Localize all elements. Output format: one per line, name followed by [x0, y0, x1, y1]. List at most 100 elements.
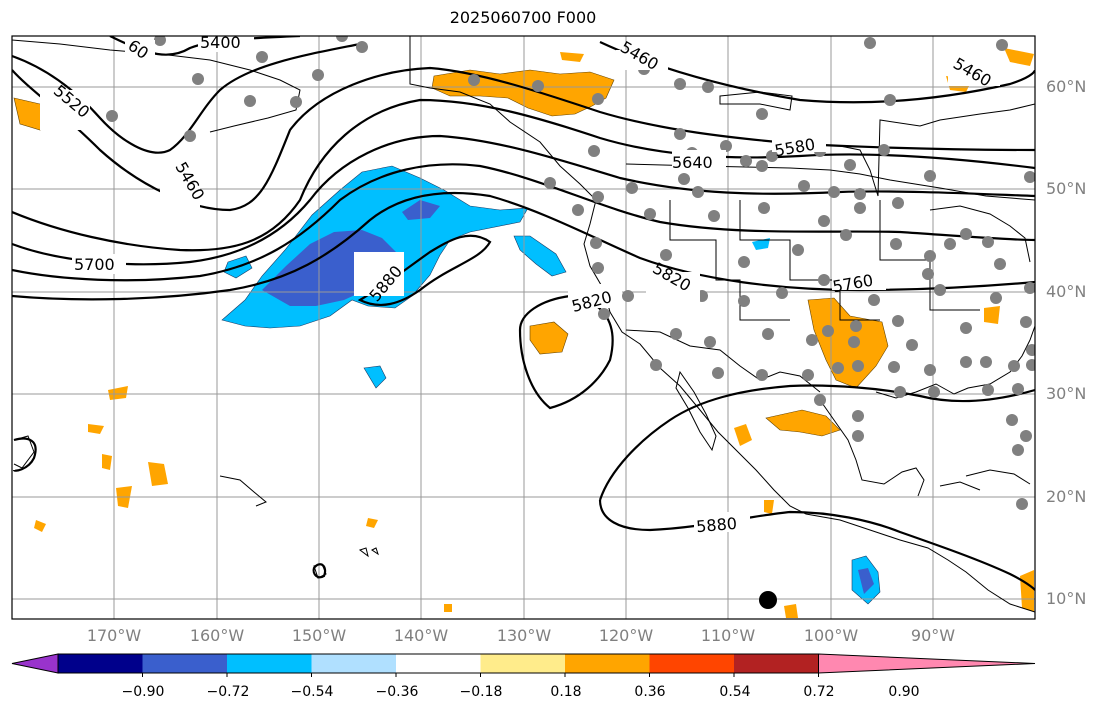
storm-center-marker	[759, 591, 777, 609]
station-dot	[192, 73, 204, 85]
colorbar-segment	[142, 654, 228, 673]
station-dot	[982, 384, 994, 396]
station-dot	[704, 336, 716, 348]
station-dot	[928, 386, 940, 398]
station-dot	[922, 268, 934, 280]
station-dot	[924, 170, 936, 182]
lon-label: 110°W	[700, 626, 756, 645]
station-dot	[990, 292, 1002, 304]
colorbar-extend-max	[818, 653, 1036, 674]
station-dot	[792, 244, 804, 256]
colorbar-tick-label: 0.18	[550, 684, 582, 700]
station-dot	[708, 210, 720, 222]
station-dot	[572, 204, 584, 216]
station-dot	[850, 320, 862, 332]
lon-label: 140°W	[393, 626, 449, 645]
lon-label: 160°W	[189, 626, 245, 645]
station-dot	[832, 362, 844, 374]
station-dot	[1008, 360, 1020, 372]
station-dot	[336, 36, 348, 42]
station-dot	[960, 228, 972, 240]
station-dot	[154, 36, 166, 46]
lon-label: 100°W	[803, 626, 859, 645]
colorbar-extend-min	[11, 653, 59, 674]
station-dot	[592, 191, 604, 203]
colorbar-segment	[227, 654, 312, 673]
station-dot	[996, 39, 1008, 51]
station-dot	[1024, 171, 1035, 183]
station-dot	[1020, 316, 1032, 328]
lat-label: 50°N	[1046, 179, 1087, 198]
station-dot	[854, 202, 866, 214]
station-dot	[848, 336, 860, 348]
station-dot	[1012, 383, 1024, 395]
contour-label: 5400	[200, 33, 241, 52]
station-dot	[674, 128, 686, 140]
station-dot	[720, 140, 732, 152]
colorbar	[11, 653, 1036, 677]
station-dot	[854, 188, 866, 200]
colorbar-tick-label: 0.54	[719, 684, 751, 700]
map-title: 2025060700 F000	[449, 8, 597, 27]
station-dot	[878, 144, 890, 156]
station-dot	[532, 80, 544, 92]
station-dot	[960, 322, 972, 334]
station-dot	[994, 258, 1006, 270]
station-dot	[650, 359, 662, 371]
station-dot	[290, 96, 302, 108]
station-dot	[590, 237, 602, 249]
station-dot	[828, 186, 840, 198]
lon-label: 150°W	[291, 626, 347, 645]
station-dot	[622, 290, 634, 302]
station-dot	[890, 238, 902, 250]
colorbar-tick-label: −0.72	[206, 684, 250, 700]
station-dot	[892, 315, 904, 327]
station-dot	[756, 369, 768, 381]
station-dot	[884, 94, 896, 106]
station-dot	[982, 236, 994, 248]
lon-label: 90°W	[910, 626, 956, 645]
station-dot	[906, 339, 918, 351]
station-dot	[814, 394, 826, 406]
station-dot	[818, 215, 830, 227]
lat-label: 60°N	[1046, 77, 1087, 96]
station-dot	[756, 108, 768, 120]
station-dot	[852, 360, 864, 372]
station-dot	[738, 295, 750, 307]
station-dot	[670, 328, 682, 340]
station-dot	[1016, 498, 1028, 510]
colorbar-segment	[734, 654, 819, 673]
station-dot	[738, 256, 750, 268]
lon-label: 120°W	[598, 626, 654, 645]
lon-label: 130°W	[496, 626, 552, 645]
station-dot	[1024, 282, 1035, 294]
station-dot	[892, 197, 904, 209]
contour-label: 5700	[74, 255, 115, 274]
station-dot	[776, 287, 788, 299]
station-dot	[852, 430, 864, 442]
station-dot	[888, 361, 900, 373]
map-frame	[11, 35, 1036, 620]
station-dot	[758, 202, 770, 214]
station-dot	[762, 328, 774, 340]
lat-label: 40°N	[1046, 282, 1087, 301]
contour-label: 60	[124, 36, 152, 63]
station-dot	[766, 150, 778, 162]
station-dot	[822, 325, 834, 337]
graticule	[12, 36, 1035, 619]
station-dot	[840, 229, 852, 241]
station-dot	[740, 155, 752, 167]
station-dot	[924, 250, 936, 262]
station-dot	[844, 159, 856, 171]
station-dot	[1020, 430, 1032, 442]
colorbar-outline	[57, 653, 819, 674]
station-dot	[660, 249, 672, 261]
colorbar-tick-label: 0.72	[803, 684, 835, 700]
station-dot	[980, 356, 992, 368]
colorbar-segment	[396, 654, 481, 673]
colorbar-segment	[311, 654, 397, 673]
station-dot	[1026, 344, 1035, 356]
station-dot	[960, 356, 972, 368]
station-dot	[868, 294, 880, 306]
